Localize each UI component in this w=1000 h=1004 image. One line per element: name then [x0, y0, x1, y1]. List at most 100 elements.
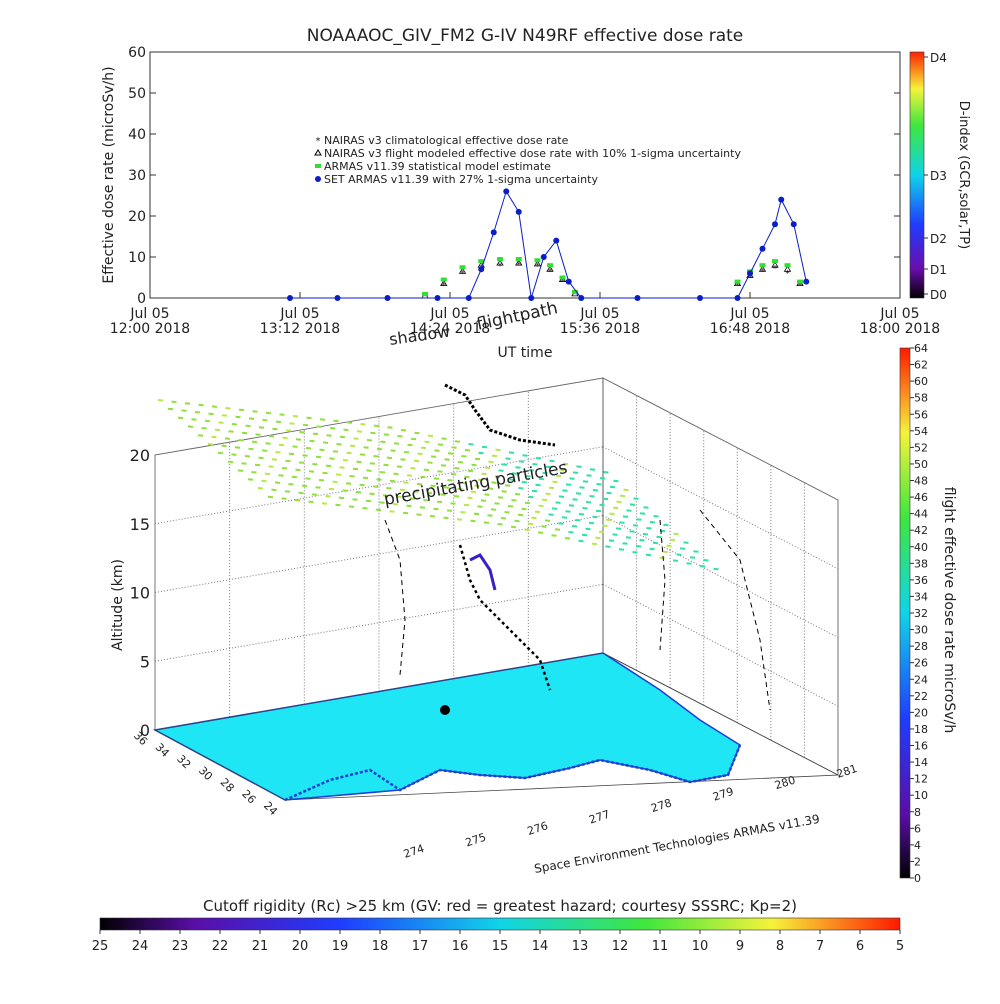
- particle-mark: [434, 478, 439, 479]
- legend: *NAIRAS v3 climatological effective dose…: [315, 134, 741, 186]
- dose-tick-label: 22: [914, 690, 928, 703]
- particle-mark: [300, 432, 305, 433]
- particle-mark: [319, 480, 324, 481]
- particle-mark: [327, 435, 332, 436]
- particle-mark: [316, 457, 321, 458]
- particle-mark: [553, 482, 558, 483]
- particle-mark: [613, 534, 618, 535]
- longitude-tick-label: 276: [526, 819, 550, 838]
- particle-mark: [269, 466, 274, 467]
- particle-mark: [690, 557, 695, 558]
- particle-mark: [657, 537, 662, 538]
- particle-mark: [371, 433, 376, 434]
- particle-mark: [212, 437, 217, 438]
- particle-mark: [344, 430, 349, 431]
- longitude-tick-label: 279: [711, 785, 735, 804]
- particle-mark: [579, 514, 584, 515]
- particle-mark: [403, 513, 408, 514]
- particle-mark: [374, 456, 379, 457]
- particle-mark: [687, 563, 692, 564]
- rc-tick-label: 22: [212, 939, 229, 954]
- particle-mark: [596, 511, 601, 512]
- altitude-tick-label: 15: [130, 515, 150, 534]
- rc-tick-label: 23: [172, 939, 189, 954]
- shadow-right: [660, 520, 665, 650]
- particle-mark: [312, 494, 317, 495]
- particle-mark: [596, 538, 601, 539]
- particle-mark: [529, 497, 534, 498]
- particle-mark: [582, 535, 587, 536]
- x-tick-date: Jul 05: [129, 306, 169, 322]
- particle-mark: [256, 434, 261, 435]
- particle-mark: [502, 464, 507, 465]
- particle-mark: [457, 519, 462, 520]
- particle-mark: [299, 493, 304, 494]
- dose-tick-label: 28: [914, 640, 928, 653]
- particle-mark: [353, 469, 358, 470]
- particle-mark: [296, 439, 301, 440]
- particle-mark: [349, 506, 354, 507]
- particle-mark: [249, 449, 254, 450]
- particle-mark: [580, 487, 585, 488]
- particle-mark: [282, 498, 287, 499]
- dose-tick-label: 52: [914, 441, 928, 454]
- longitude-tick-label: 277: [587, 808, 611, 827]
- set-armas-point: [491, 229, 497, 235]
- particle-mark: [600, 505, 605, 506]
- particle-mark: [367, 470, 372, 471]
- particle-mark: [340, 467, 345, 468]
- particle-mark: [357, 462, 362, 463]
- particle-mark: [172, 402, 177, 403]
- particle-mark: [502, 491, 507, 492]
- particle-mark: [363, 478, 368, 479]
- y-tick-label: 40: [128, 127, 146, 143]
- longitude-tick-label: 275: [464, 831, 488, 850]
- armas-model-point: [760, 263, 766, 267]
- particle-mark: [228, 462, 233, 463]
- particle-mark: [428, 436, 433, 437]
- particle-mark: [555, 529, 560, 530]
- altitude-axis-label: Altitude (km): [110, 559, 126, 651]
- particle-mark: [627, 510, 632, 511]
- particle-mark: [610, 514, 615, 515]
- d-tick-label: D2: [930, 232, 947, 246]
- particle-mark: [282, 468, 287, 469]
- altitude-tick-label: 5: [140, 652, 150, 671]
- particle-mark: [430, 516, 435, 517]
- particle-mark: [579, 541, 584, 542]
- particle-mark: [266, 413, 271, 414]
- particle-mark: [272, 459, 277, 460]
- particle-mark: [182, 410, 187, 411]
- particle-mark: [634, 498, 639, 499]
- particle-mark: [475, 459, 480, 460]
- particle-mark: [420, 507, 425, 508]
- particle-mark: [195, 412, 200, 413]
- particle-mark: [245, 456, 250, 457]
- dose-tick-label: 54: [914, 425, 928, 438]
- set-armas-point: [553, 238, 559, 244]
- particle-mark: [306, 448, 311, 449]
- set-armas-point: [791, 221, 797, 227]
- particle-mark: [232, 454, 237, 455]
- dose-tick-label: 18: [914, 723, 928, 736]
- rc-tick-label: 24: [132, 939, 149, 954]
- set-armas-point: [541, 254, 547, 260]
- longitude-tick-label: 280: [773, 773, 797, 792]
- map-land: [155, 653, 740, 800]
- particle-mark: [501, 518, 506, 519]
- particle-mark: [583, 481, 588, 482]
- particle-mark: [559, 496, 564, 497]
- particle-mark: [253, 411, 258, 412]
- particle-mark: [192, 419, 197, 420]
- series-3: [287, 188, 809, 301]
- particle-mark: [599, 532, 604, 533]
- particle-mark: [273, 429, 278, 430]
- particle-mark: [337, 444, 342, 445]
- armas-model-point: [772, 259, 778, 263]
- particle-mark: [597, 484, 602, 485]
- particle-mark: [714, 569, 719, 570]
- particle-mark: [663, 552, 668, 553]
- particle-mark: [265, 474, 270, 475]
- dose-tick-label: 34: [914, 590, 928, 603]
- particle-mark: [360, 485, 365, 486]
